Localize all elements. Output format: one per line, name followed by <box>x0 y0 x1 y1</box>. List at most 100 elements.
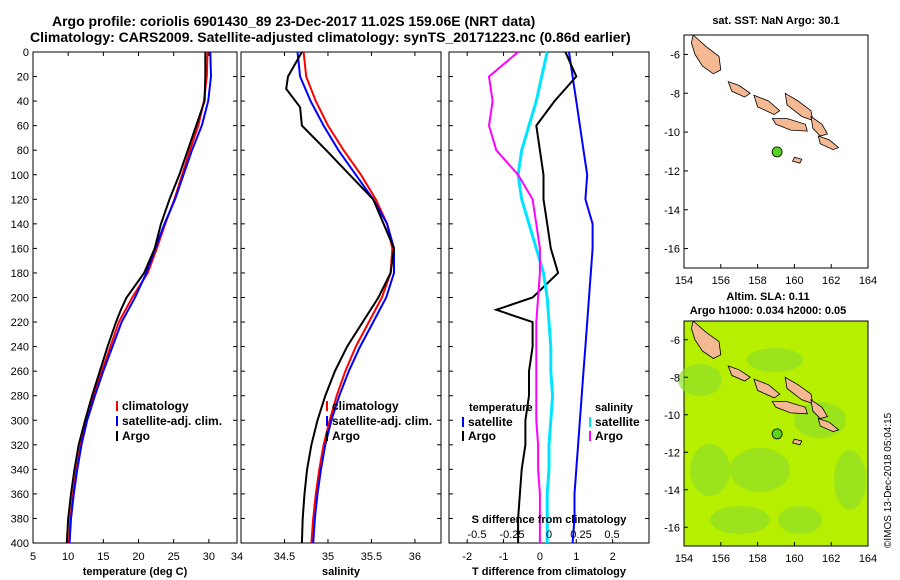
depth-tick-label: 180 <box>11 268 29 280</box>
s-tick-label: -0.25 <box>499 529 524 541</box>
legend-title: salinity <box>595 402 634 414</box>
x-axis-label: temperature (deg C) <box>83 566 188 578</box>
depth-tick-label: 60 <box>17 121 29 133</box>
series-line-climatology <box>302 51 394 544</box>
x-axis-label: salinity <box>322 566 361 578</box>
s-tick-label: 0.5 <box>604 529 619 541</box>
lat-tick-label: -16 <box>664 522 680 534</box>
legend-label: satellite-adj. clim. <box>332 414 432 428</box>
sla-map-subtitle: Argo h1000: 0.034 h2000: 0.05 <box>690 305 847 317</box>
depth-tick-label: 280 <box>11 391 29 403</box>
lon-tick-label: 162 <box>822 553 840 565</box>
series-line-satellite-adj-clim- <box>296 51 395 544</box>
x-tick-label: 36 <box>409 551 421 563</box>
series-line-satellite-adj-clim- <box>68 51 213 544</box>
island-shape <box>771 401 808 415</box>
x-tick-label: 35.5 <box>361 551 382 563</box>
figure-title-line2: Climatology: CARS2009. Satellite-adjuste… <box>30 29 631 45</box>
island-shape <box>810 398 829 419</box>
lat-tick-label: -10 <box>664 410 680 422</box>
depth-tick-label: 380 <box>11 513 29 525</box>
island-shape <box>792 438 803 446</box>
depth-tick-label: 0 <box>23 47 29 59</box>
imos-credit: ©IMOS 13-Dec-2018 05:04:15 <box>883 412 894 548</box>
legend-label: satellite <box>595 415 640 429</box>
island-shape <box>727 80 751 98</box>
x-tick-label: 15 <box>97 551 109 563</box>
s-tick-label: 0 <box>546 529 552 541</box>
x-tick-label: 5 <box>30 551 36 563</box>
argo-position-marker <box>771 428 783 440</box>
depth-tick-label: 160 <box>11 243 29 255</box>
legend-label: satellite <box>468 415 513 429</box>
x-tick-label: 25 <box>168 551 180 563</box>
depth-tick-label: 40 <box>17 96 29 108</box>
lat-tick-label: -14 <box>664 485 680 497</box>
lat-tick-label: -8 <box>670 88 680 100</box>
series-line-t-difference-satellite-climatology <box>516 51 555 543</box>
sla-anomaly-patch <box>678 364 722 396</box>
lon-tick-label: 164 <box>859 275 877 287</box>
x-tick-label: 1 <box>573 551 579 563</box>
lat-tick-label: -16 <box>664 244 680 256</box>
lat-tick-label: -6 <box>670 335 680 347</box>
series-line-argo <box>285 51 396 544</box>
x-tick-label: -2 <box>462 551 472 563</box>
x-tick-label: -1 <box>499 551 509 563</box>
island-shape <box>690 320 722 359</box>
lon-tick-label: 154 <box>675 275 693 287</box>
depth-tick-label: 100 <box>11 170 29 182</box>
x-tick-label: 34.5 <box>274 551 295 563</box>
x-tick-label: 35 <box>322 551 334 563</box>
lon-tick-label: 162 <box>822 275 840 287</box>
panel-frame-salinity <box>240 51 442 544</box>
x-tick-label: 20 <box>132 551 144 563</box>
x-tick-label: 2 <box>610 551 616 563</box>
series-line-s-argo <box>487 51 541 543</box>
lat-tick-label: -8 <box>670 372 680 384</box>
island-shape <box>753 94 781 116</box>
island-shape <box>771 118 808 132</box>
lat-tick-label: -10 <box>664 127 680 139</box>
depth-tick-label: 400 <box>11 538 29 550</box>
legend-label: climatology <box>122 399 189 413</box>
legend-label: satellite-adj. clim. <box>122 414 222 428</box>
depth-tick-label: 120 <box>11 194 29 206</box>
depth-tick-label: 360 <box>11 489 29 501</box>
x-tick-label: 34 <box>231 551 243 563</box>
lat-tick-label: -6 <box>670 49 680 61</box>
island-shape <box>792 156 803 164</box>
sla-anomaly-patch <box>730 448 790 492</box>
sla-anomaly-patch <box>834 450 866 510</box>
depth-tick-label: 80 <box>17 145 29 157</box>
x-tick-label: 10 <box>62 551 74 563</box>
island-shape <box>753 378 781 399</box>
sla-anomaly-patch <box>710 506 770 534</box>
lon-tick-label: 154 <box>675 553 693 565</box>
island-shape <box>690 34 722 75</box>
legend-label: Argo <box>122 429 150 443</box>
island-shape <box>727 365 751 382</box>
legend-label: Argo <box>595 429 623 443</box>
lat-tick-label: -14 <box>664 205 680 217</box>
island-shape <box>817 135 840 151</box>
lon-tick-label: 156 <box>712 553 730 565</box>
lat-tick-label: -12 <box>664 166 680 178</box>
depth-tick-label: 260 <box>11 366 29 378</box>
sst-map-title: sat. SST: NaN Argo: 30.1 <box>712 15 839 27</box>
depth-tick-label: 300 <box>11 415 29 427</box>
legend-label: Argo <box>332 429 360 443</box>
lon-tick-label: 160 <box>785 275 803 287</box>
legend-label: climatology <box>332 399 399 413</box>
sla-map-title: Altim. SLA: 0.11 <box>726 291 809 303</box>
depth-tick-label: 340 <box>11 464 29 476</box>
depth-tick-label: 220 <box>11 317 29 329</box>
lon-tick-label: 156 <box>712 275 730 287</box>
sla-anomaly-patch <box>690 444 730 496</box>
series-line-t-satellite <box>568 51 594 544</box>
lon-tick-label: 158 <box>748 275 766 287</box>
x-tick-label: 30 <box>203 551 215 563</box>
s-tick-label: -0.5 <box>468 529 487 541</box>
depth-tick-label: 20 <box>17 72 29 84</box>
depth-tick-label: 240 <box>11 342 29 354</box>
